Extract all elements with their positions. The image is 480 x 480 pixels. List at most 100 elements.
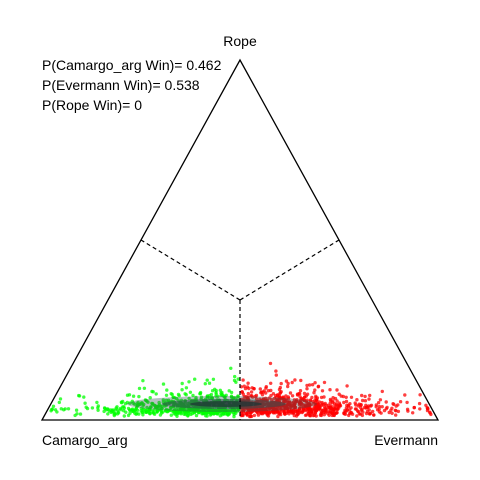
sample-point-camargo [184, 408, 188, 412]
sample-point-camargo [187, 412, 191, 416]
sample-point-camargo [184, 386, 189, 390]
sample-point-evermann [286, 384, 290, 389]
sample-point-evermann [367, 397, 371, 401]
sample-point-evermann [285, 406, 290, 411]
sample-point-evermann [345, 384, 349, 388]
sample-point-evermann [295, 393, 300, 397]
density-center [190, 401, 262, 407]
sample-point-evermann [412, 405, 416, 410]
sample-point-evermann [264, 385, 268, 389]
sample-point-camargo [58, 397, 63, 401]
sample-point-evermann [287, 402, 291, 406]
sample-point-camargo [176, 392, 181, 397]
sample-point-evermann [299, 378, 303, 383]
sample-point-camargo [137, 412, 141, 416]
sample-point-evermann [288, 391, 293, 395]
sample-point-evermann [278, 398, 282, 402]
sample-point-evermann [248, 413, 252, 418]
sample-point-evermann [389, 408, 393, 412]
sample-point-camargo [154, 392, 158, 396]
sample-point-evermann [363, 399, 368, 403]
sample-point-evermann [357, 402, 361, 406]
sample-point-camargo [120, 401, 124, 405]
sample-point-evermann [328, 388, 332, 392]
sample-point-evermann [265, 413, 270, 417]
sample-point-camargo [139, 406, 143, 411]
sample-point-evermann [274, 395, 278, 400]
sample-point-evermann [249, 390, 254, 394]
sample-point-evermann [308, 414, 313, 418]
sample-point-camargo [131, 394, 136, 398]
sample-point-evermann [259, 390, 264, 394]
sample-point-camargo [102, 406, 107, 410]
sample-point-evermann [322, 380, 327, 385]
sample-point-camargo [229, 366, 233, 370]
sample-point-evermann [269, 381, 273, 385]
sample-point-camargo [57, 400, 61, 405]
sample-point-camargo [55, 410, 59, 414]
sample-point-evermann [241, 392, 245, 396]
sample-point-camargo [180, 388, 184, 392]
sample-point-evermann [334, 411, 339, 415]
boundary-right [239, 239, 340, 301]
sample-point-camargo [127, 393, 132, 397]
sample-point-evermann [274, 373, 278, 377]
sample-point-evermann [291, 401, 295, 405]
sample-point-camargo [236, 394, 240, 398]
sample-point-evermann [337, 401, 342, 405]
sample-point-camargo [187, 380, 191, 384]
sample-point-evermann [345, 403, 349, 407]
sample-point-camargo [164, 393, 169, 397]
sample-point-camargo [151, 409, 155, 414]
sample-point-evermann [301, 397, 305, 402]
prob-camargo-win: P(Camargo_arg Win)= 0.462 [42, 57, 222, 73]
sample-point-camargo [113, 412, 117, 416]
sample-point-evermann [267, 396, 271, 400]
sample-point-camargo [116, 408, 120, 412]
sample-point-camargo [177, 411, 181, 415]
sample-point-camargo [141, 404, 145, 408]
sample-point-evermann [284, 379, 289, 383]
sample-point-evermann [261, 411, 265, 415]
sample-point-camargo [188, 390, 193, 394]
sample-point-camargo [78, 412, 83, 416]
sample-point-camargo [96, 408, 100, 412]
sample-point-evermann [374, 403, 378, 407]
sample-point-camargo [96, 404, 101, 408]
sample-point-evermann [254, 393, 259, 398]
sample-point-camargo [161, 398, 165, 402]
sample-point-evermann [345, 408, 349, 412]
sample-point-evermann [252, 413, 257, 418]
sample-point-evermann [385, 405, 389, 410]
region-boundaries [140, 239, 340, 420]
sample-point-evermann [245, 411, 249, 416]
sample-point-evermann [403, 393, 407, 397]
sample-point-evermann [298, 389, 303, 393]
sample-point-camargo [122, 414, 127, 418]
sample-point-evermann [309, 409, 314, 414]
sample-point-evermann [337, 392, 341, 396]
sample-point-evermann [368, 411, 373, 415]
sample-point-camargo [122, 409, 126, 413]
sample-point-evermann [360, 398, 365, 403]
sample-point-evermann [280, 396, 285, 400]
sample-point-evermann [256, 408, 260, 412]
sample-point-evermann [329, 399, 333, 403]
sample-point-evermann [292, 408, 296, 412]
sample-point-evermann [342, 411, 346, 416]
sample-point-evermann [355, 398, 359, 402]
sample-point-evermann [332, 413, 336, 418]
sample-point-camargo [173, 411, 177, 415]
sample-point-evermann [295, 398, 299, 402]
sample-point-evermann [250, 395, 255, 399]
sample-point-evermann [313, 409, 318, 413]
sample-point-evermann [394, 404, 398, 408]
sample-point-evermann [320, 410, 324, 414]
sample-point-camargo [82, 395, 86, 399]
sample-point-evermann [247, 408, 252, 412]
sample-point-evermann [271, 392, 276, 396]
sample-point-camargo [236, 377, 240, 381]
sample-point-evermann [268, 361, 273, 366]
sample-point-camargo [148, 405, 153, 409]
